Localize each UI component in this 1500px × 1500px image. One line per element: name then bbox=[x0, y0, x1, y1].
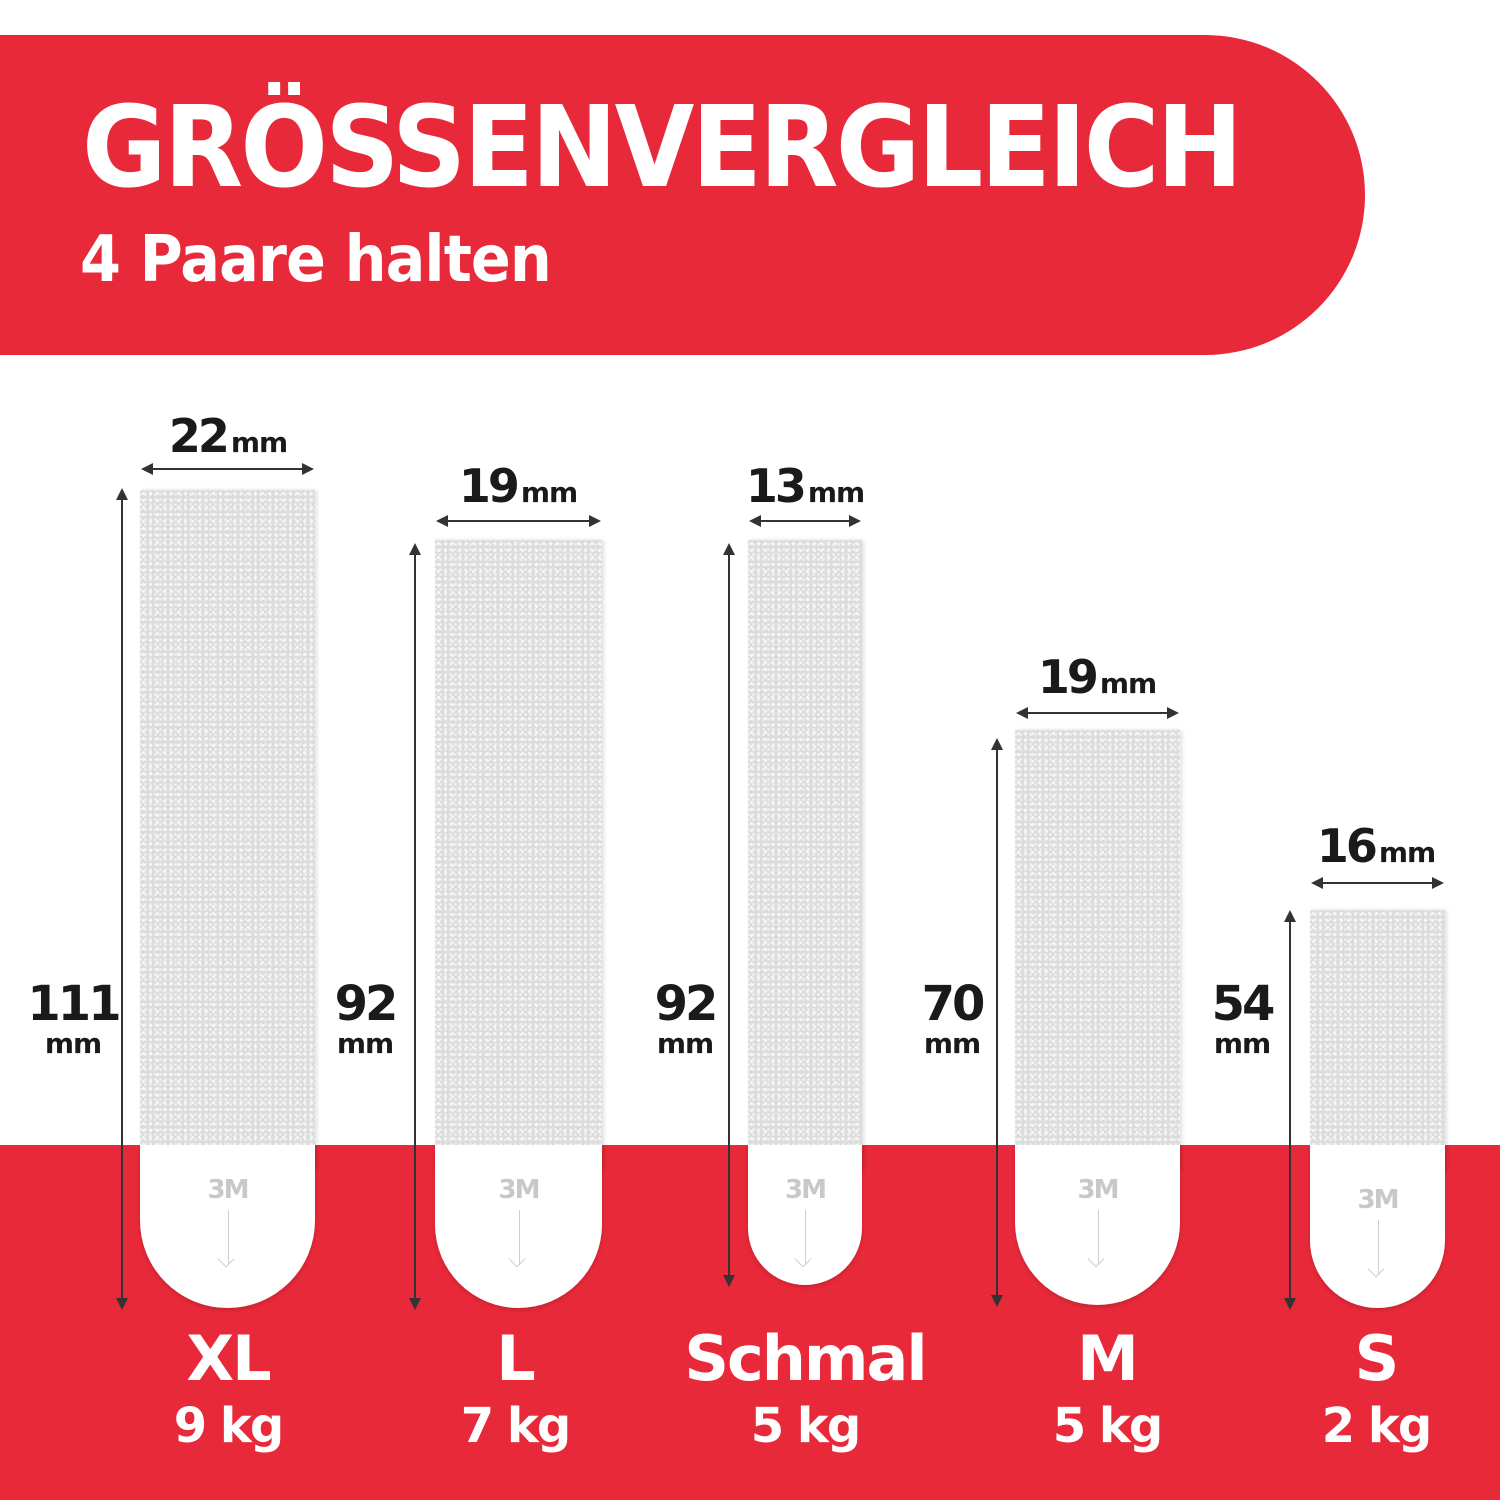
page-title: GRÖSSENVERGLEICH bbox=[82, 83, 1243, 213]
height-dimension-arrow bbox=[723, 543, 735, 1287]
size-name: M bbox=[1077, 1322, 1139, 1395]
strip-pull-tab: 3M bbox=[748, 1145, 862, 1285]
weight-capacity: 5 kg bbox=[1052, 1398, 1163, 1454]
size-name: S bbox=[1354, 1322, 1400, 1395]
weight-capacity: 2 kg bbox=[1321, 1398, 1432, 1454]
width-label: 13 mm bbox=[745, 459, 865, 513]
height-label: 111 mm bbox=[27, 976, 121, 1060]
height-label: 92 mm bbox=[654, 976, 719, 1060]
width-dimension-arrow bbox=[749, 515, 861, 527]
size-name: XL bbox=[186, 1322, 271, 1395]
hanging-strip: 3M bbox=[435, 540, 602, 1308]
page-subtitle: 4 Paare halten bbox=[80, 223, 552, 297]
3m-logo: 3M bbox=[1357, 1185, 1400, 1215]
arrow-down-icon bbox=[227, 1210, 229, 1265]
strip-pull-tab: 3M bbox=[1015, 1145, 1180, 1305]
height-label: 54 mm bbox=[1211, 976, 1276, 1060]
strip-pull-tab: 3M bbox=[1310, 1145, 1445, 1308]
weight-capacity: 7 kg bbox=[460, 1398, 571, 1454]
3m-logo: 3M bbox=[207, 1175, 250, 1205]
width-label: 19 mm bbox=[458, 459, 578, 513]
width-dimension-arrow bbox=[436, 515, 601, 527]
strip-pull-tab: 3M bbox=[435, 1145, 602, 1308]
strip-velcro-area bbox=[1015, 730, 1180, 1170]
size-name: Schmal bbox=[684, 1322, 927, 1395]
strip-pull-tab: 3M bbox=[140, 1145, 315, 1308]
hanging-strip: 3M bbox=[748, 540, 862, 1285]
hanging-strip: 3M bbox=[140, 490, 315, 1308]
width-dimension-arrow bbox=[1016, 707, 1179, 719]
hanging-strip: 3M bbox=[1310, 910, 1445, 1308]
3m-logo: 3M bbox=[1077, 1175, 1120, 1205]
weight-capacity: 5 kg bbox=[750, 1398, 861, 1454]
height-label: 70 mm bbox=[921, 976, 986, 1060]
3m-logo: 3M bbox=[498, 1175, 541, 1205]
strip-velcro-area bbox=[140, 490, 315, 1170]
arrow-down-icon bbox=[1097, 1210, 1099, 1265]
arrow-down-icon bbox=[518, 1210, 520, 1265]
arrow-down-icon bbox=[1377, 1220, 1379, 1275]
arrow-down-icon bbox=[805, 1210, 806, 1265]
height-dimension-arrow bbox=[409, 543, 421, 1310]
strip-velcro-area bbox=[1310, 910, 1445, 1170]
strip-velcro-area bbox=[748, 540, 862, 1170]
width-dimension-arrow bbox=[1311, 877, 1444, 889]
width-label: 19 mm bbox=[1037, 650, 1157, 704]
weight-capacity: 9 kg bbox=[173, 1398, 284, 1454]
header-banner bbox=[0, 35, 1365, 355]
height-dimension-arrow bbox=[116, 488, 128, 1310]
width-dimension-arrow bbox=[141, 463, 314, 475]
width-label: 16 mm bbox=[1316, 819, 1436, 873]
height-dimension-arrow bbox=[991, 738, 1003, 1307]
hanging-strip: 3M bbox=[1015, 730, 1180, 1305]
height-label: 92 mm bbox=[334, 976, 399, 1060]
height-dimension-arrow bbox=[1284, 910, 1296, 1310]
strip-velcro-area bbox=[435, 540, 602, 1170]
width-label: 22 mm bbox=[168, 409, 288, 463]
3m-logo: 3M bbox=[785, 1175, 827, 1205]
size-name: L bbox=[496, 1322, 535, 1395]
